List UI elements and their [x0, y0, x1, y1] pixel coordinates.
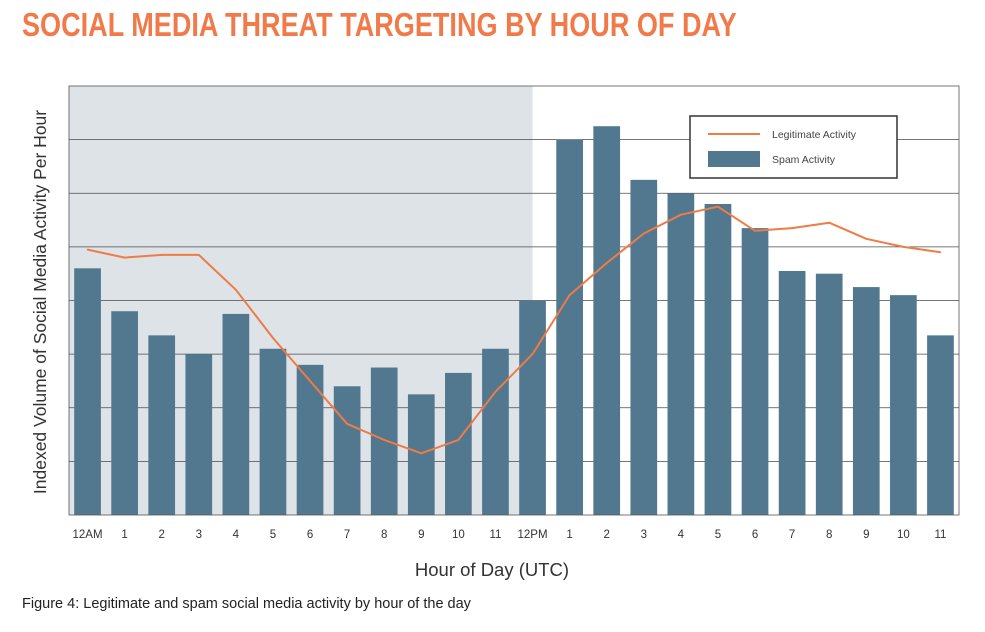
legend: Legitimate Activity Spam Activity	[689, 115, 898, 179]
line-point-7	[346, 423, 348, 425]
bar-14	[593, 126, 621, 515]
bar-4	[222, 313, 250, 515]
line-point-0	[86, 248, 89, 251]
bar-17	[704, 203, 732, 515]
legend-box	[689, 115, 898, 179]
bar-3	[185, 354, 213, 515]
legend-label-spam: Spam Activity	[772, 154, 836, 166]
line-point-16	[680, 213, 682, 216]
line-point-3	[197, 254, 200, 256]
figure-caption: Figure 4: Legitimate and spam social med…	[22, 596, 471, 612]
bar-5	[259, 348, 287, 515]
line-point-21	[865, 238, 868, 240]
x-tick-13: 1	[566, 529, 572, 541]
line-point-9	[420, 452, 423, 455]
x-tick-18: 6	[752, 529, 758, 541]
bar-11	[482, 348, 509, 515]
bar-0	[74, 268, 101, 515]
x-tick-20: 8	[826, 529, 832, 541]
x-tick-3: 3	[196, 529, 202, 541]
bar-7	[333, 386, 361, 515]
line-series	[86, 205, 942, 455]
line-point-18	[754, 229, 756, 232]
line-point-11	[494, 390, 497, 393]
line-point-10	[457, 439, 460, 441]
x-tick-14: 2	[604, 529, 610, 541]
bar-13	[556, 139, 583, 515]
x-tick-10: 10	[452, 529, 465, 541]
x-tick-16: 4	[678, 529, 685, 541]
x-tick-8: 8	[381, 529, 387, 541]
chart-title: SOCIAL MEDIA THREAT TARGETING BY HOUR OF…	[22, 6, 737, 43]
line-point-5	[272, 337, 274, 339]
bar-9	[407, 394, 435, 515]
legitimate-activity-line	[87, 205, 941, 455]
line-point-2	[160, 254, 163, 256]
line-point-19	[791, 227, 793, 229]
legend-label-legitimate: Legitimate Activity	[772, 129, 857, 141]
line-point-23	[939, 251, 942, 254]
x-tick-0: 12AM	[73, 529, 103, 541]
y-axis-label: Indexed Volume of Social Media Activity …	[30, 110, 50, 494]
bar-16	[667, 193, 695, 515]
line-point-17	[717, 205, 719, 208]
bar-21	[852, 287, 880, 515]
x-tick-5: 5	[270, 529, 276, 541]
bar-15	[630, 179, 658, 515]
x-tick-6: 6	[307, 529, 313, 541]
bar-1	[111, 311, 138, 515]
legend-bar-swatch	[708, 151, 760, 167]
x-tick-2: 2	[159, 529, 165, 541]
line-point-22	[902, 246, 905, 248]
line-point-12	[531, 353, 534, 355]
x-tick-labels: 12AM 1 2 3 4 5 6 7 8 9 10 11 12PM 1 2 3 4 5 6 7 8 9 10 11	[73, 529, 947, 541]
x-tick-15: 3	[641, 529, 647, 541]
bar-2	[148, 335, 176, 515]
bar-12	[519, 300, 546, 515]
line-point-15	[642, 232, 645, 235]
x-tick-1: 1	[121, 529, 127, 541]
line-point-4	[235, 288, 237, 291]
x-tick-19: 7	[789, 529, 795, 541]
line-point-6	[309, 380, 311, 382]
line-point-8	[383, 439, 386, 441]
line-point-14	[605, 262, 608, 264]
x-tick-7: 7	[344, 529, 350, 541]
bar-series	[74, 126, 954, 515]
line-point-13	[568, 294, 571, 296]
bar-23	[927, 335, 954, 515]
x-axis-label: Hour of Day (UTC)	[415, 559, 569, 580]
x-tick-4: 4	[233, 529, 240, 541]
line-point-1	[123, 256, 126, 259]
bar-19	[778, 271, 806, 515]
line-point-20	[828, 221, 831, 224]
bar-8	[370, 367, 398, 515]
x-tick-23: 11	[934, 529, 946, 541]
plot-border	[68, 85, 960, 516]
x-tick-12: 12PM	[518, 529, 548, 541]
x-tick-22: 10	[897, 529, 910, 541]
x-tick-11: 11	[489, 529, 501, 541]
x-tick-9: 9	[418, 529, 424, 541]
bar-18	[741, 228, 769, 515]
x-tick-21: 9	[863, 529, 869, 541]
bar-20	[815, 273, 843, 515]
x-tick-17: 5	[715, 529, 721, 541]
bar-6	[296, 364, 324, 515]
plot-frame	[68, 85, 960, 516]
bar-22	[890, 295, 917, 515]
